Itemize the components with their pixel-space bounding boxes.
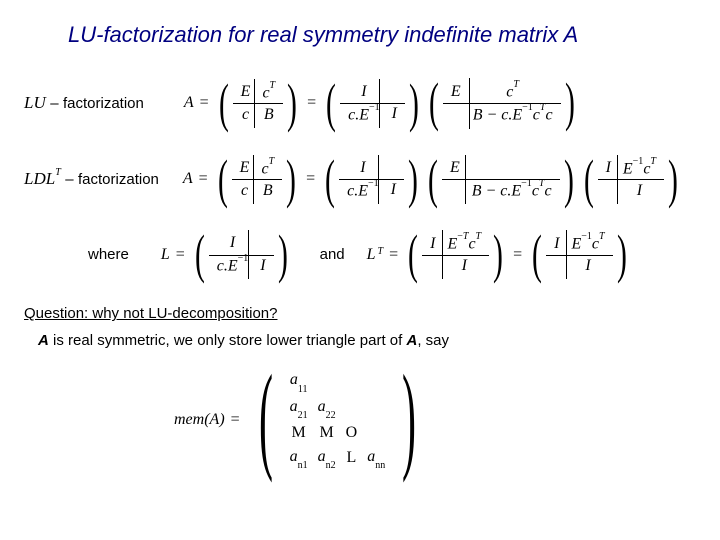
memA-eq: mem(A) = ( a11 a21 a22 M M O an1 an2 L — [174, 367, 696, 472]
where-label: where — [88, 246, 129, 263]
answer-line: A is real symmetric, we only store lower… — [38, 332, 696, 349]
sym-A: A — [183, 170, 193, 188]
ldlt-prefix: LDLT – factorization — [24, 169, 159, 189]
lparen-icon: ( — [218, 155, 228, 204]
lparen-icon: ( — [259, 367, 273, 472]
ldlt-var: LDLT — [24, 169, 61, 188]
eq-sign: = — [306, 170, 315, 188]
cell: cT — [256, 81, 281, 104]
cell: B — [258, 104, 280, 126]
answer-mid: is real symmetric, we only store lower t… — [49, 332, 407, 349]
ddots-icon: O — [346, 424, 358, 442]
cell: I — [386, 103, 403, 125]
mat-A-block2: ( E cT c B ) — [214, 155, 300, 204]
mat-LT-alt: ( I E−1cT I ) — [528, 230, 630, 279]
row-where: where L = ( I c.E−1 I ) and LT = ( — [24, 230, 696, 279]
row-ldlt: LDLT – factorization A = ( E cT c B ) = … — [24, 155, 696, 204]
mat-U1: ( E cT B − c.E−1cTc ) — [425, 78, 579, 129]
eq-lu: A = ( E cT c B ) = ( I c.E−1 — [184, 78, 579, 129]
rparen-icon: ) — [287, 79, 297, 128]
lparen-icon: ( — [325, 155, 335, 204]
cell: c — [236, 104, 255, 126]
memA-matrix: ( a11 a21 a22 M M O an1 an2 L ann ) — [246, 367, 430, 472]
rparen-icon: ) — [286, 155, 296, 204]
mat-L2: ( I c.E−1 I ) — [321, 155, 422, 204]
cell: E — [445, 81, 467, 103]
row-lu: LU – factorization A = ( E cT c B ) = ( — [24, 78, 696, 129]
cell: B − c.E−1cTc — [467, 103, 559, 126]
question-line: Question: why not LU-decomposition? — [24, 305, 696, 322]
cell — [388, 90, 400, 94]
mat-Ldef: ( I c.E−1 I ) — [191, 230, 292, 279]
eq-sign: = — [307, 94, 316, 112]
cdots-icon: L — [347, 449, 357, 467]
lu-var: LU — [24, 93, 46, 112]
eq-sign: = — [513, 246, 522, 264]
eq-L: L = ( I c.E−1 I ) — [161, 230, 292, 279]
lparen-icon: ( — [429, 78, 439, 129]
a21: a21 — [290, 398, 308, 418]
eq-sign: = — [176, 246, 185, 264]
mat-A-block: ( E cT c B ) — [215, 79, 301, 128]
lparen-icon: ( — [219, 79, 229, 128]
sym-L: L — [161, 246, 170, 264]
rparen-icon: ) — [617, 230, 627, 279]
ldlt-word: factorization — [78, 171, 159, 188]
vdots-icon: M — [292, 424, 306, 442]
rparen-icon: ) — [278, 230, 288, 279]
rparen-icon: ) — [493, 230, 503, 279]
rparen-icon: ) — [402, 367, 416, 472]
an2: an2 — [318, 448, 336, 468]
rparen-icon: ) — [409, 79, 419, 128]
eq-sign: = — [200, 94, 209, 112]
slide: LU-factorization for real symmetry indef… — [0, 0, 720, 540]
mat-LT: ( I E−TcT I ) — [404, 230, 507, 279]
eq-sign: = — [199, 170, 208, 188]
lparen-icon: ( — [326, 79, 336, 128]
answer-A2: A — [406, 332, 417, 349]
answer-A1: A — [38, 332, 49, 349]
lu-prefix: LU – factorization — [24, 93, 144, 113]
rparen-icon: ) — [564, 155, 574, 204]
a11: a11 — [290, 371, 308, 391]
ann: ann — [367, 448, 385, 468]
answer-tail: , say — [417, 332, 449, 349]
slide-title: LU-factorization for real symmetry indef… — [68, 22, 696, 48]
cell: c.E−1 — [342, 103, 386, 126]
rparen-icon: ) — [408, 155, 418, 204]
eq-R: LT = ( I E−TcT I ) = ( I E−1cT I — [367, 230, 631, 279]
sym-L: L — [367, 246, 376, 264]
lparen-icon: ( — [532, 230, 542, 279]
lu-dash: – — [50, 95, 58, 112]
cell: I — [355, 81, 372, 103]
lparen-icon: ( — [428, 155, 438, 204]
sym-A: A — [184, 94, 194, 112]
eq-sign: = — [231, 411, 240, 429]
and-label: and — [320, 246, 345, 263]
lparen-icon: ( — [408, 230, 418, 279]
vdots-icon: M — [320, 424, 334, 442]
lu-word: factorization — [63, 95, 144, 112]
lparen-icon: ( — [584, 155, 594, 204]
cell: cT — [500, 80, 525, 103]
cell: E — [235, 81, 257, 103]
rparen-icon: ) — [668, 155, 678, 204]
ldlt-dash: – — [65, 171, 73, 188]
mat-L1: ( I c.E−1 I ) — [322, 79, 423, 128]
a22: a22 — [318, 398, 336, 418]
mat-LT2: ( I E−1cT I ) — [580, 155, 682, 204]
rparen-icon: ) — [565, 78, 575, 129]
memA-label: mem(A) — [174, 411, 225, 429]
eq-sign: = — [389, 246, 398, 264]
lparen-icon: ( — [195, 230, 205, 279]
cell — [450, 113, 462, 117]
eq-ldlt: A = ( E cT c B ) = ( I c.E−1 I — [183, 155, 682, 204]
an1: an1 — [290, 448, 308, 468]
mat-D2: ( E B − c.E−1cTc ) — [424, 155, 578, 204]
